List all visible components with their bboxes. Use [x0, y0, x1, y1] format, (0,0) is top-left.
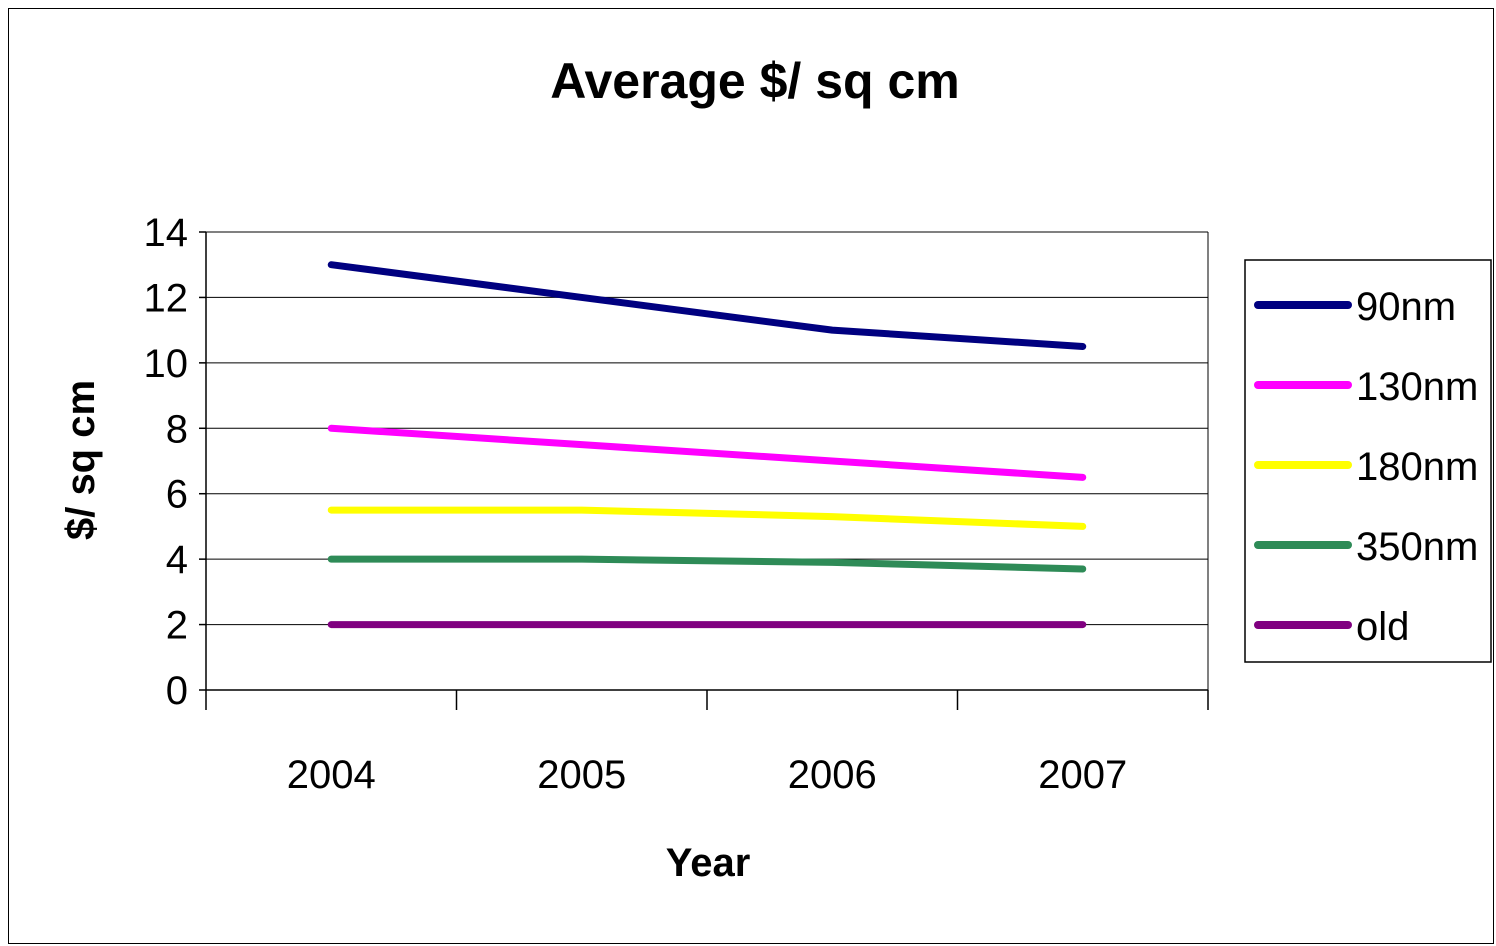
x-tick-label: 2004	[287, 753, 376, 797]
y-tick-label: 0	[166, 669, 188, 713]
legend-label: 90nm	[1356, 285, 1456, 329]
y-tick-label: 6	[166, 473, 188, 517]
x-axis-title: Year	[666, 841, 751, 885]
y-tick-label: 4	[166, 538, 188, 582]
y-tick-label: 12	[144, 276, 189, 320]
legend-label: 350nm	[1356, 525, 1478, 569]
x-tick-label: 2007	[1038, 753, 1127, 797]
series-line-350nm	[327, 555, 1087, 573]
y-tick-label: 8	[166, 407, 188, 451]
tick-labels: 0 2 4 6 8 10 12 14 2004 2005 2006 2007	[144, 211, 1128, 797]
legend: 90nm 130nm 180nm 350nm old	[1244, 259, 1492, 663]
series-line-90nm	[327, 261, 1087, 350]
legend-label: old	[1356, 605, 1409, 649]
legend-label: 180nm	[1356, 445, 1478, 489]
legend-label: 130nm	[1356, 365, 1478, 409]
series-lines	[327, 261, 1087, 629]
x-tick-label: 2005	[537, 753, 626, 797]
y-axis-title: $/ sq cm	[59, 380, 103, 540]
y-tick-label: 14	[144, 211, 189, 255]
chart-title: Average $/ sq cm	[550, 53, 959, 109]
series-line-130nm	[327, 424, 1087, 481]
series-line-180nm	[327, 506, 1087, 530]
y-tick-label: 2	[166, 604, 188, 648]
y-tick-label: 10	[144, 342, 189, 386]
x-tick-label: 2006	[788, 753, 877, 797]
axes	[199, 231, 1209, 710]
